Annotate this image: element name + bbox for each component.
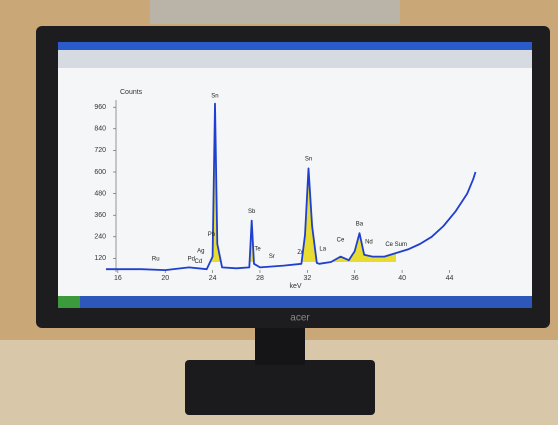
peak-label: Ba bbox=[356, 221, 364, 227]
screen bbox=[58, 42, 532, 308]
peak-label: Zr bbox=[297, 250, 303, 256]
x-tick-label: 28 bbox=[256, 275, 264, 282]
title-bar bbox=[58, 42, 532, 50]
peak-label: Ru bbox=[152, 256, 160, 262]
brand-logo: acer bbox=[290, 313, 310, 324]
y-tick-label: 240 bbox=[94, 234, 106, 241]
x-axis-label: keV bbox=[289, 283, 301, 290]
x-tick-label: 16 bbox=[114, 275, 122, 282]
y-tick-label: 720 bbox=[94, 147, 106, 154]
peak-label: Sb bbox=[248, 209, 256, 215]
peak-label: Te bbox=[254, 247, 261, 253]
peak-label: La bbox=[319, 247, 326, 253]
x-tick-label: 20 bbox=[161, 275, 169, 282]
y-tick-label: 120 bbox=[94, 255, 106, 262]
peak-label: Ce bbox=[337, 238, 345, 244]
monitor-base bbox=[185, 360, 375, 415]
x-tick-label: 32 bbox=[303, 275, 311, 282]
peak-label: Pd bbox=[188, 256, 195, 262]
x-tick-label: 44 bbox=[446, 275, 454, 282]
y-tick-label: 840 bbox=[94, 126, 106, 133]
peak-label: Cd bbox=[195, 259, 203, 265]
y-tick-label: 960 bbox=[94, 104, 106, 111]
peak-label: Pb bbox=[208, 232, 216, 238]
y-tick-label: 360 bbox=[94, 212, 106, 219]
y-tick-label: 480 bbox=[94, 190, 106, 197]
x-tick-label: 24 bbox=[209, 275, 217, 282]
peak-label: Ce Sum bbox=[385, 242, 407, 248]
shelf-device bbox=[150, 0, 400, 24]
spectrum-plot: Counts 120 240 360 480 600 720 840 960 16 20 24 28 32… bbox=[94, 89, 477, 290]
toolbar bbox=[58, 50, 532, 68]
peak-label: Sn bbox=[305, 157, 312, 163]
taskbar bbox=[58, 296, 532, 308]
peak-label: Nd bbox=[365, 239, 373, 245]
peak-label: Sr bbox=[269, 254, 275, 260]
monitor-neck bbox=[255, 325, 305, 365]
spectrum-line bbox=[106, 102, 477, 271]
start-button[interactable] bbox=[58, 296, 80, 308]
peak-label: Ag bbox=[197, 248, 204, 254]
y-tick-label: 600 bbox=[94, 169, 106, 176]
x-tick-label: 40 bbox=[398, 275, 406, 282]
peak-label: Sn bbox=[211, 94, 218, 100]
y-axis-label: Counts bbox=[120, 89, 143, 96]
x-tick-label: 36 bbox=[351, 275, 359, 282]
